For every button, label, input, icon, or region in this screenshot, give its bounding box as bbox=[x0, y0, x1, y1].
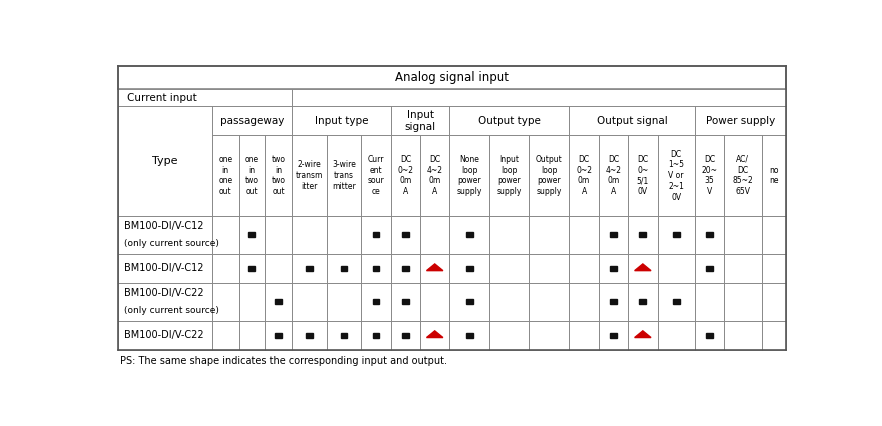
Text: BM100-DI/V-C22: BM100-DI/V-C22 bbox=[123, 330, 204, 340]
Polygon shape bbox=[635, 264, 651, 271]
Bar bbox=[610, 299, 617, 304]
Text: AC/
DC
85~2
65V: AC/ DC 85~2 65V bbox=[733, 155, 753, 196]
Text: Curr
ent
sour
ce: Curr ent sour ce bbox=[368, 155, 385, 196]
Bar bbox=[372, 266, 379, 271]
Bar bbox=[275, 299, 282, 304]
Text: no
ne: no ne bbox=[769, 166, 778, 185]
Text: BM100-DI/V-C22: BM100-DI/V-C22 bbox=[123, 288, 204, 298]
Text: None
loop
power
supply: None loop power supply bbox=[457, 155, 482, 196]
Polygon shape bbox=[427, 264, 443, 271]
Text: Output type: Output type bbox=[478, 116, 541, 126]
Bar bbox=[466, 333, 473, 338]
Text: Output signal: Output signal bbox=[597, 116, 668, 126]
Text: Analog signal input: Analog signal input bbox=[395, 71, 509, 84]
Text: PS: The same shape indicates the corresponding input and output.: PS: The same shape indicates the corresp… bbox=[120, 356, 447, 366]
Bar bbox=[306, 333, 313, 338]
Bar bbox=[639, 232, 647, 237]
Bar bbox=[673, 299, 680, 304]
Text: Input
signal: Input signal bbox=[405, 109, 436, 132]
Text: BM100-DI/V-C12: BM100-DI/V-C12 bbox=[123, 222, 204, 231]
Bar bbox=[372, 232, 379, 237]
Text: BM100-DI/V-C12: BM100-DI/V-C12 bbox=[123, 263, 204, 273]
Bar bbox=[610, 266, 617, 271]
Bar bbox=[402, 333, 408, 338]
Text: one
in
two
out: one in two out bbox=[245, 155, 259, 196]
Text: DC
20~
35
V: DC 20~ 35 V bbox=[701, 155, 718, 196]
Bar bbox=[249, 266, 255, 271]
Text: DC
0~2
0m
A: DC 0~2 0m A bbox=[576, 155, 592, 196]
Text: 2-wire
transm
itter: 2-wire transm itter bbox=[295, 160, 323, 191]
Bar bbox=[372, 333, 379, 338]
Bar bbox=[466, 299, 473, 304]
Text: Input
loop
power
supply: Input loop power supply bbox=[497, 155, 522, 196]
Bar bbox=[706, 232, 713, 237]
Text: DC
1~5
V or
2~1
0V: DC 1~5 V or 2~1 0V bbox=[669, 150, 684, 201]
Bar bbox=[340, 333, 348, 338]
Text: DC
0~2
0m
A: DC 0~2 0m A bbox=[397, 155, 414, 196]
Bar bbox=[466, 232, 473, 237]
Polygon shape bbox=[635, 331, 651, 337]
Bar bbox=[275, 333, 282, 338]
Bar bbox=[249, 232, 255, 237]
Bar bbox=[306, 266, 313, 271]
Bar bbox=[673, 232, 680, 237]
Text: Current input: Current input bbox=[127, 92, 197, 103]
Text: DC
4~2
0m
A: DC 4~2 0m A bbox=[427, 155, 443, 196]
Text: DC
4~2
0m
A: DC 4~2 0m A bbox=[605, 155, 622, 196]
Text: 3-wire
trans
mitter: 3-wire trans mitter bbox=[332, 160, 355, 191]
Bar bbox=[466, 266, 473, 271]
Bar bbox=[340, 266, 348, 271]
Bar bbox=[639, 299, 647, 304]
Text: (only current source): (only current source) bbox=[123, 239, 219, 248]
Bar bbox=[706, 266, 713, 271]
Text: one
in
one
out: one in one out bbox=[218, 155, 232, 196]
Bar bbox=[402, 299, 408, 304]
Bar bbox=[706, 333, 713, 338]
Text: passageway: passageway bbox=[220, 116, 284, 126]
Bar bbox=[402, 232, 408, 237]
Text: Type: Type bbox=[153, 156, 178, 166]
Bar bbox=[402, 266, 408, 271]
Text: Input type: Input type bbox=[315, 116, 368, 126]
Text: Power supply: Power supply bbox=[706, 116, 775, 126]
Text: two
in
two
out: two in two out bbox=[272, 155, 286, 196]
Bar bbox=[372, 299, 379, 304]
Bar bbox=[610, 333, 617, 338]
Text: Output
loop
power
supply: Output loop power supply bbox=[536, 155, 563, 196]
Text: DC
0~
5/1
0V: DC 0~ 5/1 0V bbox=[637, 155, 649, 196]
Bar bbox=[610, 232, 617, 237]
Text: (only current source): (only current source) bbox=[123, 305, 219, 314]
Polygon shape bbox=[427, 331, 443, 337]
